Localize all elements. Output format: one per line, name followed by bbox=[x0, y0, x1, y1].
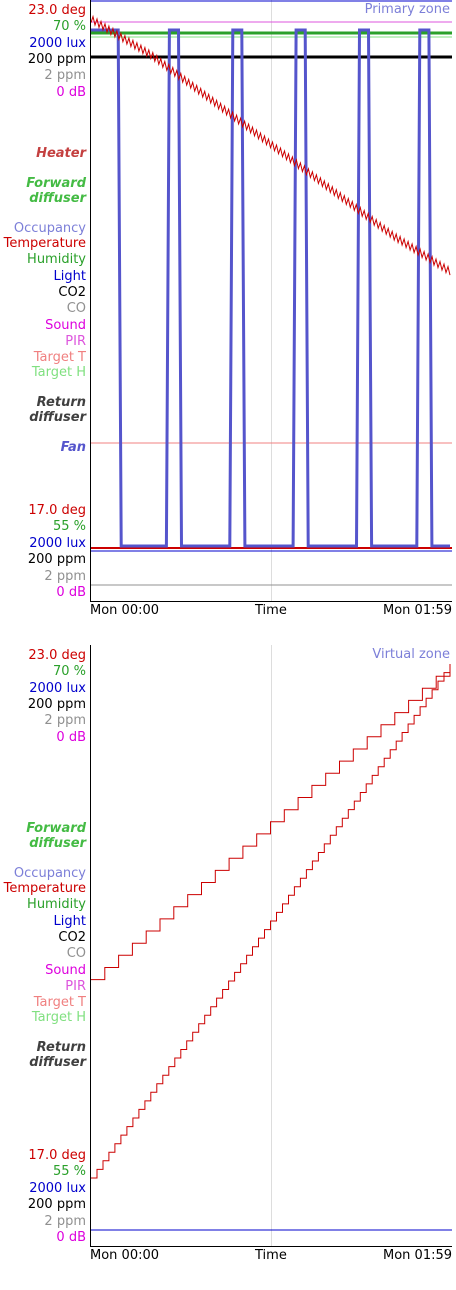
virtual-zone-chart: 23.0 deg 70 % 2000 lux 200 ppm 2 ppm 0 d… bbox=[0, 645, 456, 1290]
legend-co: CO bbox=[66, 946, 86, 961]
legend-temperature: Temperature bbox=[3, 236, 86, 251]
legend-sound: Sound bbox=[45, 963, 86, 978]
legend-light: Light bbox=[53, 914, 86, 929]
legend-co2: CO2 bbox=[58, 930, 86, 945]
legend-temperature: Temperature bbox=[3, 881, 86, 896]
x-tick-start: Mon 00:00 bbox=[90, 603, 160, 618]
top-temperature-label: 23.0 deg bbox=[28, 3, 86, 18]
legend-forward-diffuser-1: Forward bbox=[26, 821, 86, 836]
fan-series-line bbox=[91, 28, 450, 548]
temperature-series-line-1 bbox=[91, 664, 451, 1179]
x-axis-title: Time bbox=[255, 1248, 287, 1263]
top-light-label: 2000 lux bbox=[29, 681, 86, 696]
top-sound-label: 0 dB bbox=[56, 730, 86, 745]
x-axis-line bbox=[90, 1246, 452, 1247]
virtual-plot-area bbox=[91, 645, 452, 1246]
legend-target-h: Target H bbox=[31, 1010, 86, 1025]
temperature-series-line-2 bbox=[91, 664, 451, 981]
legend-co: CO bbox=[66, 301, 86, 316]
bottom-co-label: 2 ppm bbox=[44, 569, 86, 584]
zone-title: Virtual zone bbox=[372, 647, 450, 662]
top-co-label: 2 ppm bbox=[44, 68, 86, 83]
x-axis-title: Time bbox=[255, 603, 287, 618]
legend-co2: CO2 bbox=[58, 285, 86, 300]
bottom-light-label: 2000 lux bbox=[29, 536, 86, 551]
top-co2-label: 200 ppm bbox=[27, 697, 86, 712]
legend-return-diffuser-1: Return bbox=[36, 395, 86, 410]
top-light-label: 2000 lux bbox=[29, 36, 86, 51]
x-tick-start: Mon 00:00 bbox=[90, 1248, 160, 1263]
y-axis-line bbox=[90, 645, 91, 1246]
bottom-light-label: 2000 lux bbox=[29, 1181, 86, 1196]
legend-fan: Fan bbox=[60, 440, 86, 455]
bottom-humidity-label: 55 % bbox=[52, 1164, 86, 1179]
legend-occupancy: Occupancy bbox=[13, 221, 86, 236]
primary-plot-area bbox=[91, 0, 452, 601]
bottom-temperature-label: 17.0 deg bbox=[28, 1148, 86, 1163]
top-temperature-label: 23.0 deg bbox=[28, 648, 86, 663]
zone-title: Primary zone bbox=[364, 2, 450, 17]
legend-return-diffuser-2: diffuser bbox=[29, 1055, 86, 1070]
legend-return-diffuser-1: Return bbox=[36, 1040, 86, 1055]
legend-return-diffuser-2: diffuser bbox=[29, 410, 86, 425]
top-sound-label: 0 dB bbox=[56, 85, 86, 100]
bottom-co2-label: 200 ppm bbox=[27, 552, 86, 567]
bottom-humidity-label: 55 % bbox=[52, 519, 86, 534]
legend-pir: PIR bbox=[65, 334, 86, 349]
x-axis-line bbox=[90, 601, 452, 602]
legend-target-h: Target H bbox=[31, 365, 86, 380]
bottom-co-label: 2 ppm bbox=[44, 1214, 86, 1229]
x-tick-end: Mon 01:59 bbox=[383, 1248, 453, 1263]
legend-forward-diffuser-2: diffuser bbox=[29, 191, 86, 206]
legend-humidity: Humidity bbox=[27, 252, 86, 267]
legend-sound: Sound bbox=[45, 318, 86, 333]
legend-humidity: Humidity bbox=[27, 897, 86, 912]
temperature-series-line bbox=[91, 14, 451, 276]
top-co2-label: 200 ppm bbox=[27, 52, 86, 67]
primary-zone-chart: 23.0 deg 70 % 2000 lux 200 ppm 2 ppm 0 d… bbox=[0, 0, 456, 640]
bottom-sound-label: 0 dB bbox=[56, 585, 86, 600]
top-humidity-label: 70 % bbox=[52, 664, 86, 679]
legend-light: Light bbox=[53, 269, 86, 284]
legend-heater: Heater bbox=[36, 146, 86, 161]
legend-forward-diffuser-1: Forward bbox=[26, 176, 86, 191]
top-humidity-label: 70 % bbox=[52, 19, 86, 34]
legend-target-t: Target T bbox=[33, 995, 86, 1010]
x-tick-end: Mon 01:59 bbox=[383, 603, 453, 618]
y-axis-line bbox=[90, 0, 91, 601]
bottom-co2-label: 200 ppm bbox=[27, 1197, 86, 1212]
top-co-label: 2 ppm bbox=[44, 713, 86, 728]
bottom-temperature-label: 17.0 deg bbox=[28, 503, 86, 518]
legend-occupancy: Occupancy bbox=[13, 866, 86, 881]
legend-pir: PIR bbox=[65, 979, 86, 994]
legend-forward-diffuser-2: diffuser bbox=[29, 836, 86, 851]
legend-target-t: Target T bbox=[33, 350, 86, 365]
bottom-sound-label: 0 dB bbox=[56, 1230, 86, 1245]
